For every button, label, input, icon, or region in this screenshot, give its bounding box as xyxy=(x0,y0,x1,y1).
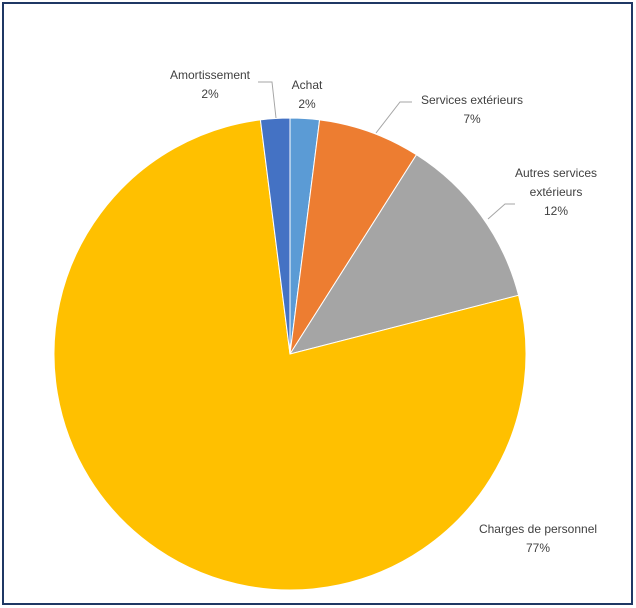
data-label: Charges de personnel 77% xyxy=(458,520,618,558)
data-label: Achat 2% xyxy=(277,76,337,114)
label-name: Services extérieurs xyxy=(420,93,524,107)
label-value: 12% xyxy=(543,204,569,218)
label-name: Charges de personnel xyxy=(478,522,598,536)
label-name: Amortissement xyxy=(169,68,251,82)
label-name: Autres services extérieurs xyxy=(514,166,598,199)
data-label: Amortissement 2% xyxy=(155,66,265,104)
data-label: Services extérieurs 7% xyxy=(402,91,542,129)
data-label: Autres services extérieurs 12% xyxy=(506,164,606,221)
pie-slice xyxy=(53,119,527,591)
label-name: Achat xyxy=(291,78,323,92)
label-value: 2% xyxy=(298,97,316,111)
pie-slice xyxy=(289,119,418,355)
label-value: 7% xyxy=(463,112,481,126)
leader-line xyxy=(258,81,277,119)
label-value: 2% xyxy=(201,87,219,101)
pie-slice xyxy=(288,154,520,355)
label-value: 77% xyxy=(525,541,551,555)
leader-line xyxy=(487,203,515,220)
pie xyxy=(53,117,527,591)
leader-line xyxy=(375,101,412,134)
pie-slice xyxy=(259,117,291,355)
